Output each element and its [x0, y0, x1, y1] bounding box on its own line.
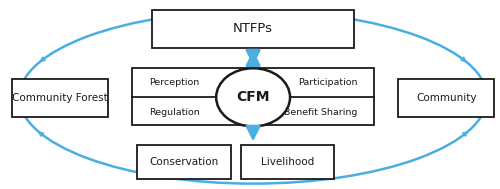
Text: CFM: CFM [236, 90, 270, 104]
Text: Community: Community [416, 93, 476, 103]
Text: Participation: Participation [298, 78, 358, 87]
Ellipse shape [216, 68, 290, 126]
Bar [12, 80, 108, 117]
Text: Benefit Sharing: Benefit Sharing [284, 108, 358, 117]
Text: Livelihood: Livelihood [261, 157, 314, 167]
Bar [241, 145, 334, 179]
Bar [398, 80, 494, 117]
Bar [132, 68, 374, 125]
Text: Community Forest: Community Forest [12, 93, 108, 103]
Text: Conservation: Conservation [150, 157, 219, 167]
Text: NTFPs: NTFPs [233, 22, 273, 35]
Bar [138, 145, 231, 179]
Text: Perception: Perception [148, 78, 199, 87]
Text: Regulation: Regulation [148, 108, 200, 117]
Bar [152, 10, 354, 48]
